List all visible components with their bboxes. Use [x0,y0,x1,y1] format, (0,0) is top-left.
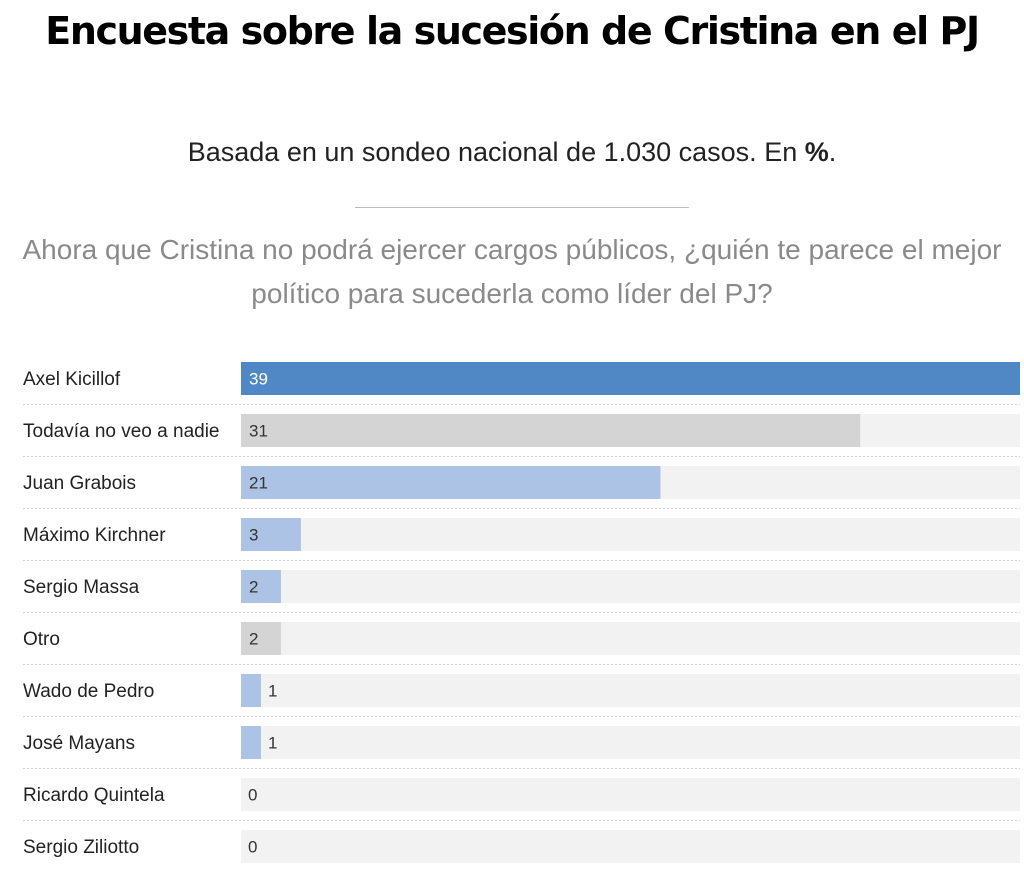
category-label: Sergio Massa [23,577,140,598]
subtitle-text: Basada en un sondeo nacional de 1.030 ca… [187,137,805,167]
value-label: 31 [249,422,268,441]
category-label: Ricardo Quintela [23,785,165,806]
bar [241,518,301,551]
bar-track [241,518,1020,551]
value-label: 1 [268,734,277,753]
bar [241,726,261,759]
category-label: Máximo Kirchner [23,525,166,546]
divider [355,207,689,208]
value-label: 21 [249,474,268,493]
bar [241,362,1020,395]
category-label: Axel Kicillof [23,369,121,390]
chart-title: Encuesta sobre la sucesión de Cristina e… [45,9,980,53]
value-label: 39 [249,370,268,389]
bar [241,466,661,499]
value-label: 1 [268,682,277,701]
chart-subtitle: Basada en un sondeo nacional de 1.030 ca… [0,137,1024,168]
bar-track [241,778,1020,811]
value-label: 2 [249,578,258,597]
bar [241,570,281,603]
category-label: Wado de Pedro [23,681,154,702]
value-label: 3 [249,526,258,545]
bar [241,622,281,655]
bar-track [241,726,1020,759]
bar-track [241,674,1020,707]
category-label: Juan Grabois [23,473,136,494]
bar-track [241,622,1020,655]
survey-question: Ahora que Cristina no podrá ejercer carg… [22,234,1002,309]
value-label: 0 [248,838,257,857]
subtitle-end: . [828,137,837,167]
value-label: 0 [248,786,257,805]
category-label: José Mayans [23,733,135,754]
bar [241,414,861,447]
bar-track [241,570,1020,603]
category-label: Otro [23,629,60,650]
bar-track [241,830,1020,863]
category-label: Sergio Ziliotto [23,837,139,858]
subtitle-unit: % [804,137,829,167]
bar [241,674,261,707]
value-label: 2 [249,630,258,649]
category-label: Todavía no veo a nadie [23,421,220,442]
